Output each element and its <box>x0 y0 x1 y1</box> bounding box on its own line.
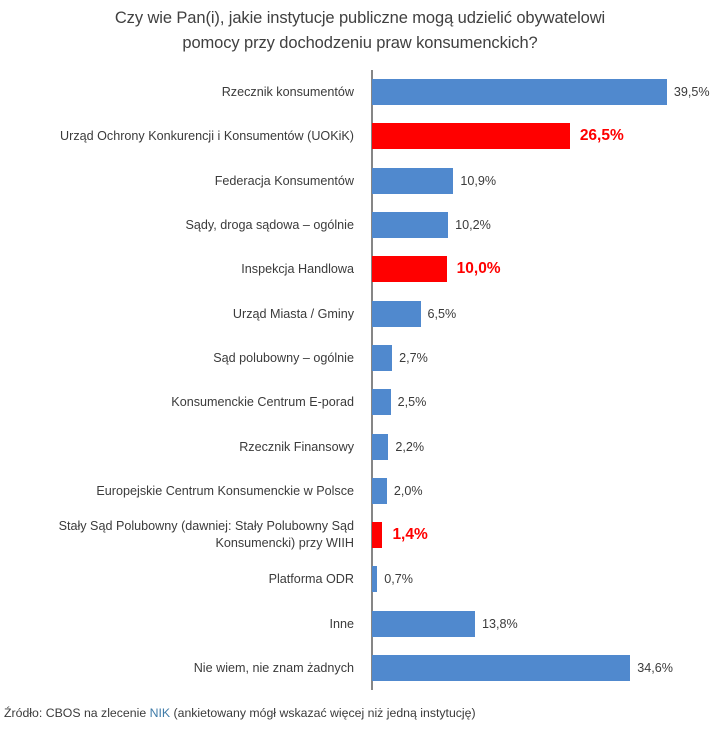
bar-value-label: 2,5% <box>397 395 427 410</box>
bar-zone: 34,6% <box>372 646 673 690</box>
bar[interactable] <box>372 212 449 239</box>
bar-zone: 1,4% <box>372 513 428 557</box>
bar-row: Rzecznik konsumentów 39,5% <box>0 70 720 114</box>
bar-row: Inspekcja Handlowa 10,0% <box>0 247 720 291</box>
chart-plot-area: Rzecznik konsumentów 39,5% Urząd Ochrony K… <box>0 70 720 692</box>
bar-zone: 10,9% <box>372 159 496 203</box>
bar-row: Rzecznik Finansowy 2,2% <box>0 424 720 468</box>
category-label: Urząd Ochrony Konkurencji i Konsumentów … <box>60 129 354 144</box>
bar[interactable] <box>372 655 631 681</box>
bar[interactable] <box>372 167 454 194</box>
bar-value-label: 10,9% <box>460 173 497 188</box>
bar-value-label: 6,5% <box>427 306 457 321</box>
bar-row: Konsumenckie Centrum E-porad 2,5% <box>0 380 720 424</box>
bar-row: Federacja Konsumentów 10,9% <box>0 159 720 203</box>
bar-value-label: 39,5% <box>673 85 710 100</box>
category-label: Europejskie Centrum Konsumenckie w Polsc… <box>96 483 354 498</box>
bar-value-label: 13,8% <box>482 616 518 631</box>
bar-zone: 2,2% <box>372 424 424 468</box>
bar[interactable] <box>372 566 378 593</box>
category-label: Rzecznik Finansowy <box>239 439 354 454</box>
source-note-organization: NIK <box>149 706 171 720</box>
bar[interactable] <box>372 477 387 504</box>
bar-value-label: 0,7% <box>384 572 413 587</box>
bar-zone: 2,7% <box>372 336 428 380</box>
category-label: Nie wiem, nie znam żadnych <box>193 661 354 675</box>
bar-row: Platforma ODR 0,7% <box>0 557 720 601</box>
category-label: Inspekcja Handlowa <box>241 262 354 277</box>
bar-row: Urząd Miasta / Gminy 6,5% <box>0 291 720 335</box>
bar-zone: 39,5% <box>372 70 710 114</box>
bar-highlighted[interactable] <box>372 522 383 549</box>
category-label: Sąd polubowny – ogólnie <box>213 350 354 365</box>
bar-zone: 10,2% <box>372 203 491 247</box>
bar-row: Inne 13,8% <box>0 602 720 646</box>
category-label: Stały Sąd Polubowny (dawniej: Stały Polu… <box>58 519 354 551</box>
category-label: Sądy, droga sądowa – ogólnie <box>185 218 354 233</box>
source-note: Źródło: CBOS na zlecenie NIK (ankietowan… <box>4 706 476 720</box>
bar-zone: 2,0% <box>372 469 423 513</box>
category-axis-line <box>371 70 373 690</box>
bar-value-label: 10,2% <box>455 218 491 233</box>
bar[interactable] <box>372 433 389 460</box>
bar-row: Nie wiem, nie znam żadnych 34,6% <box>0 646 720 690</box>
bar-value-label: 10,0% <box>456 260 501 278</box>
category-label: Konsumenckie Centrum E-porad <box>171 395 354 410</box>
bar-row: Europejskie Centrum Konsumenckie w Polsc… <box>0 469 720 513</box>
bar-row: Urząd Ochrony Konkurencji i Konsumentów … <box>0 114 720 158</box>
bar-rows-container: Rzecznik konsumentów 39,5% Urząd Ochrony K… <box>0 70 720 690</box>
category-label: Rzecznik konsumentów <box>221 85 354 100</box>
bar[interactable] <box>372 344 393 371</box>
bar-zone: 2,5% <box>372 380 426 424</box>
source-note-suffix: (ankietowany mógł wskazać więcej niż jed… <box>170 706 476 720</box>
bar-row: Stały Sąd Polubowny (dawniej: Stały Polu… <box>0 513 720 557</box>
bar-zone: 26,5% <box>372 114 624 158</box>
chart-title: Czy wie Pan(i), jakie instytucje publicz… <box>40 6 680 56</box>
bar-zone: 6,5% <box>372 291 456 335</box>
bar-row: Sąd polubowny – ogólnie 2,7% <box>0 336 720 380</box>
bar[interactable] <box>372 389 391 416</box>
chart-title-line-1: Czy wie Pan(i), jakie instytucje publicz… <box>114 9 606 27</box>
bar-row: Sądy, droga sądowa – ogólnie 10,2% <box>0 203 720 247</box>
category-label: Federacja Konsumentów <box>214 173 354 188</box>
source-note-prefix: Źródło: CBOS na zlecenie <box>4 706 150 720</box>
bar[interactable] <box>372 610 476 637</box>
category-label: Inne <box>329 616 354 631</box>
category-label: Urząd Miasta / Gminy <box>232 306 354 321</box>
bar-zone: 10,0% <box>372 247 501 291</box>
bar-value-label: 2,0% <box>393 483 423 498</box>
bar-value-label: 2,7% <box>399 350 428 365</box>
bar-zone: 0,7% <box>372 557 413 601</box>
bar-highlighted[interactable] <box>372 256 447 283</box>
chart-title-line-2: pomocy przy dochodzeniu praw konsumencki… <box>182 34 538 52</box>
category-label: Platforma ODR <box>268 572 354 587</box>
bar[interactable] <box>372 300 421 327</box>
bar-value-label: 34,6% <box>637 661 673 675</box>
bar-zone: 13,8% <box>372 602 518 646</box>
bar-value-label: 1,4% <box>392 526 428 544</box>
bar-value-label: 26,5% <box>579 127 624 145</box>
bar[interactable] <box>372 79 667 106</box>
bar-highlighted[interactable] <box>372 123 570 150</box>
bar-value-label: 2,2% <box>395 439 425 454</box>
